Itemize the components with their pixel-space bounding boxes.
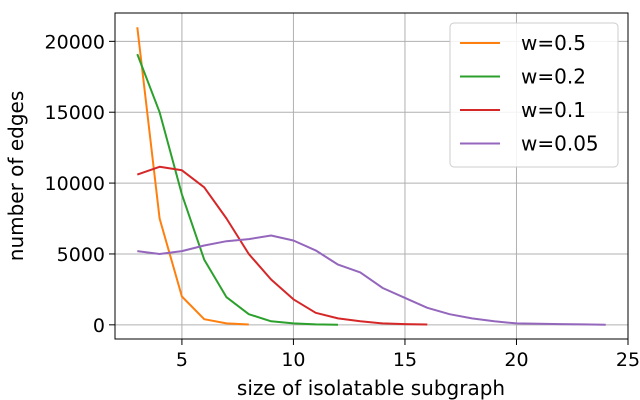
legend-label: w=0.5 [521,31,586,55]
plot-frame [114,12,629,340]
x-tick-label: 25 [616,349,640,371]
legend-label: w=0.1 [521,98,586,122]
series-line-w=0.1 [136,165,428,326]
y-axis-label: number of edges [4,91,28,261]
series-line-w=0.2 [136,53,339,326]
legend: w=0.5 w=0.2 w=0.1 w=0.05 [449,22,619,168]
y-tick-label: 0 [93,315,105,337]
y-axis: 0 5000 10000 15000 20000 [45,31,115,337]
x-axis: 5 10 15 20 25 [176,339,640,371]
series-lines [136,27,606,326]
y-tick-label: 20000 [45,31,105,53]
legend-label: w=0.2 [521,65,586,89]
y-tick-label: 10000 [45,173,105,195]
legend-label: w=0.05 [521,132,599,156]
x-tick-label: 20 [504,349,528,371]
y-tick-label: 15000 [45,102,105,124]
x-tick-label: 10 [281,349,305,371]
x-tick-label: 5 [176,349,188,371]
y-tick-label: 5000 [57,244,105,266]
legend-box [449,22,619,168]
x-axis-label: size of isolatable subgraph [237,376,505,400]
series-line-w=0.05 [137,234,606,326]
series-line-w=0.5 [136,27,249,326]
x-tick-label: 15 [393,349,417,371]
